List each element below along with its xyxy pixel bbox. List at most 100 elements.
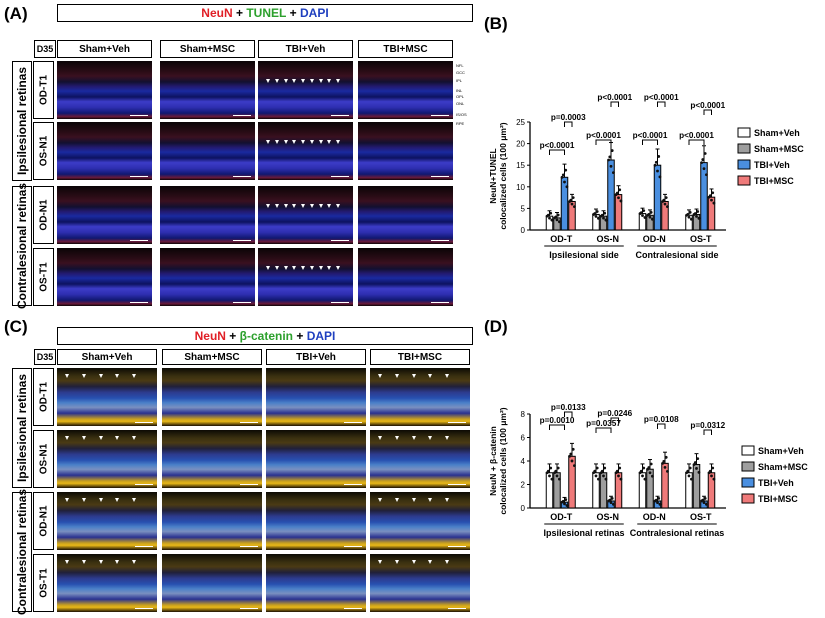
arrowhead-marker	[301, 266, 306, 270]
scale-bar	[130, 239, 148, 241]
legend-swatch	[741, 461, 755, 472]
sample-point	[595, 210, 599, 213]
group-label: Ipsilesional retinas	[15, 373, 29, 483]
row-label: OS-T1	[38, 262, 49, 292]
title-part-tunel: TUNEL	[246, 6, 287, 20]
sample-point	[686, 212, 690, 216]
arrowhead-marker	[327, 266, 332, 270]
arrowhead-marker	[378, 498, 382, 502]
arrowhead-marker	[132, 498, 137, 502]
scale-bar	[135, 483, 153, 485]
sample-point	[697, 216, 701, 220]
arrowhead-marker	[274, 140, 279, 144]
sample-point	[658, 502, 662, 506]
data-bar	[653, 164, 662, 231]
sample-point	[693, 212, 697, 215]
sample-point	[564, 168, 568, 172]
sample-point	[687, 215, 691, 219]
sample-point	[661, 461, 664, 465]
legend-label: TBI+MSC	[754, 176, 794, 186]
sample-point	[561, 499, 565, 503]
scale-bar	[344, 421, 362, 423]
sample-point	[615, 469, 619, 473]
arrowhead-marker	[394, 374, 399, 378]
arrowhead-marker	[336, 140, 341, 144]
micrograph-tile	[160, 61, 255, 119]
arrowhead-marker	[132, 436, 137, 440]
arrowhead-marker	[411, 560, 416, 564]
arrowhead-marker	[318, 204, 323, 208]
group-label: Ipsilesional side	[549, 250, 619, 260]
micrograph-tile	[370, 554, 470, 612]
arrowhead-marker	[115, 436, 120, 440]
y-tick-label: 4	[521, 457, 526, 466]
y-tick-label: 0	[521, 504, 526, 513]
sample-point	[693, 461, 697, 464]
scale-bar	[233, 175, 251, 177]
sample-point	[702, 501, 706, 505]
sample-point	[548, 216, 551, 220]
sample-point	[569, 198, 573, 202]
legend-swatch	[737, 175, 751, 186]
data-bar	[646, 468, 654, 509]
sample-point	[595, 466, 599, 470]
arrowhead-marker	[309, 79, 314, 83]
arrowhead-marker	[283, 266, 288, 270]
y-tick-label: 6	[521, 434, 526, 443]
group-label-box: Contralesional retinas	[12, 488, 32, 616]
sample-point	[653, 163, 657, 167]
group-label: Contralesional retinas	[15, 488, 29, 616]
sample-point	[712, 477, 716, 481]
sample-point	[555, 474, 559, 478]
x-category-label: OD-N	[643, 234, 666, 244]
y-tick-label: 2	[521, 481, 526, 490]
legend-swatch	[741, 477, 755, 488]
group-label: Contralesional retinas	[630, 528, 725, 538]
sample-point	[607, 158, 610, 162]
group-label: Ipsilesional retinas	[15, 66, 29, 176]
sample-point	[555, 218, 559, 222]
arrowhead-marker	[445, 560, 450, 564]
scale-bar	[233, 114, 251, 116]
arrowhead-marker	[301, 140, 306, 144]
scale-bar	[331, 239, 349, 241]
x-category-label: OS-T	[690, 234, 712, 244]
sample-point	[565, 504, 569, 507]
group-label: Ipsilesional retinas	[543, 528, 624, 538]
row-label: OS-N1	[38, 135, 49, 167]
row-label-box: OD-N1	[33, 186, 54, 244]
significance-bracket	[657, 101, 666, 107]
arrowhead-marker	[98, 436, 103, 440]
group-label-box: Ipsilesional retinas	[12, 61, 32, 181]
x-category-label: OD-T	[550, 512, 572, 522]
row-label-box: OD-T1	[33, 61, 54, 119]
sample-point	[556, 466, 560, 470]
retina-layer-label: GCC	[456, 70, 465, 75]
sample-point	[643, 477, 647, 481]
x-category-label: OS-N	[597, 512, 620, 522]
legend-swatch	[737, 143, 751, 154]
sample-point	[695, 467, 698, 470]
retina-layer-label: RPE	[456, 121, 465, 126]
scale-bar	[344, 483, 362, 485]
y-tick-label: 10	[516, 183, 525, 192]
significance-bracket	[595, 427, 612, 433]
sample-point	[712, 201, 716, 205]
arrowhead-marker	[65, 374, 69, 378]
sample-point	[573, 464, 576, 468]
y-tick-label: 0	[521, 226, 526, 235]
sample-point	[568, 454, 571, 458]
row-label: OD-N1	[38, 199, 49, 231]
micrograph-tile	[57, 186, 152, 244]
arrowhead-marker	[115, 374, 120, 378]
sample-point	[546, 469, 550, 473]
arrowhead-marker	[336, 79, 341, 83]
sample-point	[593, 212, 597, 215]
sample-point	[604, 477, 608, 481]
sample-point	[617, 474, 620, 478]
sample-point	[705, 173, 708, 177]
arrowhead-marker	[428, 498, 433, 502]
scale-bar	[431, 175, 449, 177]
panel-a-label: (A)	[4, 4, 28, 23]
sample-point	[603, 211, 607, 215]
